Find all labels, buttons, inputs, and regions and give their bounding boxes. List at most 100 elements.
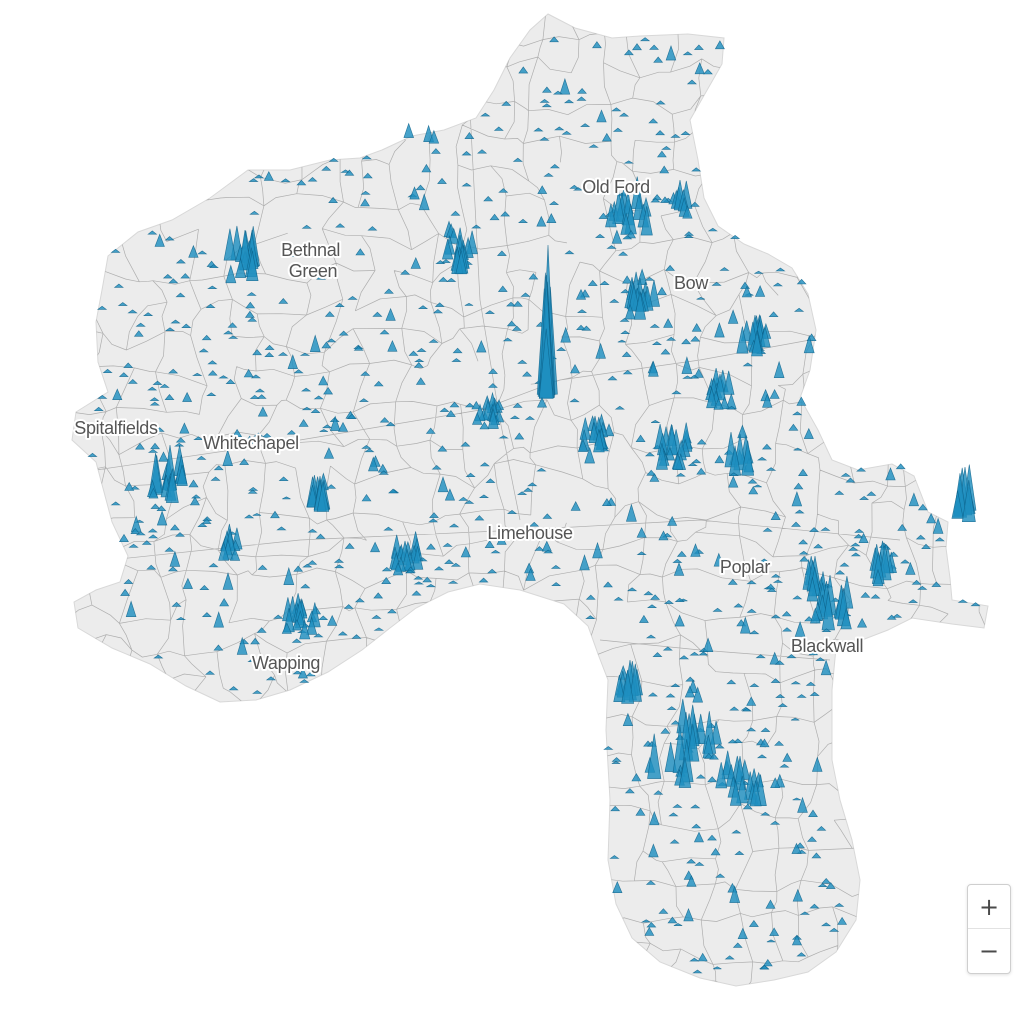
population-spike	[665, 693, 676, 698]
population-spike	[817, 883, 828, 887]
population-spike	[612, 127, 623, 132]
population-spike	[522, 487, 534, 492]
population-spike	[650, 594, 661, 600]
population-spike	[527, 482, 538, 487]
population-spike	[413, 575, 424, 580]
population-spike	[773, 360, 785, 378]
population-spike	[714, 322, 725, 338]
population-spike	[793, 307, 805, 312]
population-spike	[246, 250, 259, 281]
population-spike	[387, 608, 397, 614]
population-spike	[485, 478, 496, 483]
population-spike	[319, 269, 331, 274]
population-spike	[850, 542, 861, 547]
population-spike	[673, 923, 683, 926]
population-spike	[286, 249, 297, 257]
population-spike	[588, 144, 599, 148]
population-spike	[808, 650, 819, 656]
population-spike	[313, 395, 324, 400]
population-spike	[222, 449, 234, 466]
population-spike	[124, 481, 135, 491]
population-spike	[344, 542, 355, 549]
population-spike	[347, 296, 358, 300]
population-spike	[413, 362, 424, 368]
population-spike	[811, 852, 822, 859]
population-spike	[287, 354, 299, 369]
population-spike	[653, 56, 664, 63]
population-spike	[632, 43, 642, 51]
population-spike	[593, 429, 605, 453]
population-spike	[123, 578, 134, 584]
population-spike	[729, 706, 740, 711]
population-spike	[759, 738, 770, 748]
population-spike	[493, 126, 504, 131]
population-spike	[147, 528, 158, 533]
population-spike	[798, 550, 809, 555]
population-spike	[277, 352, 289, 356]
population-spike	[638, 614, 649, 623]
population-spike	[805, 681, 816, 686]
population-spike	[460, 441, 471, 447]
zoom-in-button[interactable]: +	[968, 885, 1010, 929]
population-spike	[506, 510, 518, 514]
population-spike	[702, 637, 714, 652]
population-spike	[483, 195, 494, 202]
population-spike	[741, 707, 752, 712]
population-spike	[250, 374, 262, 379]
population-spike	[333, 558, 345, 563]
population-spike	[252, 349, 263, 356]
population-spike	[690, 543, 701, 557]
zoom-out-button[interactable]: −	[978, 937, 1000, 965]
population-spike	[464, 500, 475, 504]
population-spike	[156, 505, 167, 511]
population-spike	[712, 966, 722, 970]
population-spike	[840, 472, 851, 477]
population-spike	[490, 549, 501, 554]
population-spike	[691, 323, 702, 332]
population-spike	[125, 600, 137, 617]
population-spike	[326, 484, 337, 489]
population-spike	[674, 614, 685, 627]
population-spike	[730, 235, 741, 239]
population-spike	[628, 663, 642, 702]
population-spike	[497, 285, 508, 292]
population-spike	[770, 614, 781, 619]
population-spike	[840, 607, 852, 630]
population-spike	[175, 532, 185, 537]
population-spike	[648, 360, 659, 377]
population-spike	[379, 329, 390, 335]
population-spike	[792, 888, 803, 902]
population-spike	[110, 501, 121, 506]
population-spike	[751, 330, 763, 357]
population-spike	[769, 927, 780, 936]
population-spike	[141, 540, 152, 545]
population-spike	[611, 761, 621, 764]
population-spike	[381, 567, 392, 572]
population-spike	[671, 390, 682, 395]
population-spike	[759, 326, 771, 348]
population-spike	[931, 581, 942, 587]
population-spike	[689, 957, 700, 962]
population-spike	[361, 445, 372, 449]
population-spike	[455, 250, 467, 275]
population-spike	[353, 345, 364, 351]
population-spike	[746, 608, 757, 613]
population-spike	[541, 103, 552, 108]
population-spike	[213, 465, 224, 471]
population-spike	[816, 825, 827, 831]
population-spike	[790, 521, 802, 527]
population-spike	[450, 210, 461, 216]
population-spike	[905, 561, 916, 575]
population-spike	[201, 518, 212, 524]
population-spike	[514, 432, 525, 440]
label-bethnal-green-line-1: Bethnal	[281, 240, 340, 260]
place-labels: Old Ford Bethnal Green Bow Spitalfields …	[72, 175, 865, 675]
population-spike	[502, 337, 513, 342]
population-spike	[239, 458, 250, 465]
population-spike	[746, 696, 757, 706]
population-spike	[690, 335, 701, 342]
population-spike	[577, 87, 587, 94]
population-spike	[900, 559, 911, 564]
population-spike	[834, 903, 845, 907]
